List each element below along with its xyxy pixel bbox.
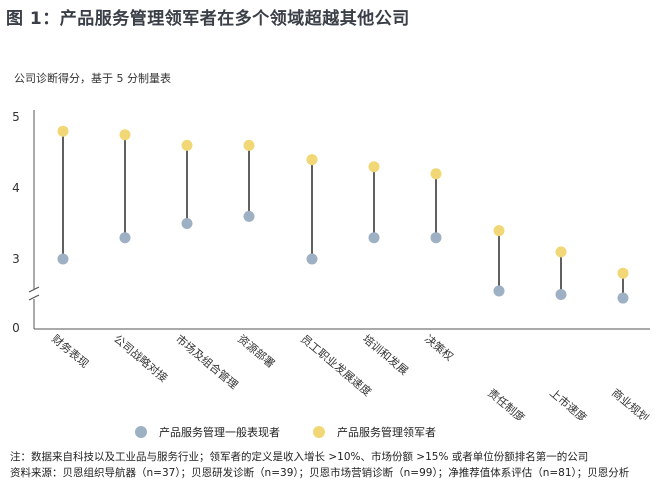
chart-subtitle: 公司诊断得分，基于 5 分制量表: [14, 72, 171, 85]
leader-point: [430, 168, 442, 180]
y-tick-label: 4: [12, 181, 20, 195]
legend-leader-label: 产品服务管理领军者: [337, 426, 436, 439]
y-tick-label: 5: [12, 110, 20, 124]
leader-point: [57, 125, 69, 137]
average-point: [368, 232, 380, 244]
leader-point: [306, 154, 318, 166]
x-tick-label: 上市速度: [547, 386, 590, 420]
leader-point: [555, 246, 567, 258]
average-point: [119, 232, 131, 244]
legend-average-label: 产品服务管理一般表现者: [159, 426, 280, 439]
x-tick-label: 财务表现: [49, 332, 92, 371]
leader-point: [243, 139, 255, 151]
average-point: [493, 285, 505, 297]
footnote-source: 资料来源：贝恩组织导航器（n=37）；贝恩研发诊断（n=39）；贝恩市场营销诊断…: [10, 467, 630, 479]
footnotes: 注：数据来自科技以及工业品与服务行业；领军者的定义是收入增长 >10%、市场份额…: [10, 449, 662, 481]
leader-point: [493, 225, 505, 237]
legend-average-swatch: [135, 426, 147, 438]
axis-break-mark: [28, 294, 40, 301]
footnote-note: 注：数据来自科技以及工业品与服务行业；领军者的定义是收入增长 >10%、市场份额…: [10, 451, 589, 463]
x-tick-label: 资源部署: [235, 332, 278, 371]
average-point: [306, 253, 318, 265]
x-tick-label: 公司战略对接: [111, 332, 171, 385]
leader-point: [617, 267, 629, 279]
legend-item-average: 产品服务管理一般表现者: [135, 424, 280, 440]
legend-leader-swatch: [313, 426, 325, 438]
x-tick-label: 商业规划: [609, 386, 652, 420]
average-point: [555, 289, 567, 300]
leader-point: [181, 139, 193, 151]
average-point: [181, 218, 193, 229]
axis-break-mark: [28, 286, 40, 293]
average-point: [430, 232, 442, 244]
chart-title: 图 1：产品服务管理领军者在多个领域超越其他公司: [6, 9, 410, 29]
y-tick-label: 0: [12, 321, 20, 335]
x-tick-label: 市场及组合管理: [173, 332, 241, 392]
dumbbell-chart: 0345 财务表现 公司战略对接 市场及组合管理资源部署 员工职业发展速度培训和发展决…: [12, 110, 652, 420]
leader-point: [119, 129, 131, 141]
x-tick-label: 培训和发展: [360, 332, 411, 378]
legend-item-leader: 产品服务管理领军者: [313, 424, 436, 440]
leader-point: [368, 161, 380, 173]
average-point: [617, 292, 629, 304]
x-tick-label: 决策权: [422, 332, 456, 364]
average-point: [243, 210, 255, 222]
y-tick-label: 3: [12, 252, 20, 266]
average-point: [57, 253, 69, 265]
x-tick-label: 责任制度: [485, 386, 528, 420]
